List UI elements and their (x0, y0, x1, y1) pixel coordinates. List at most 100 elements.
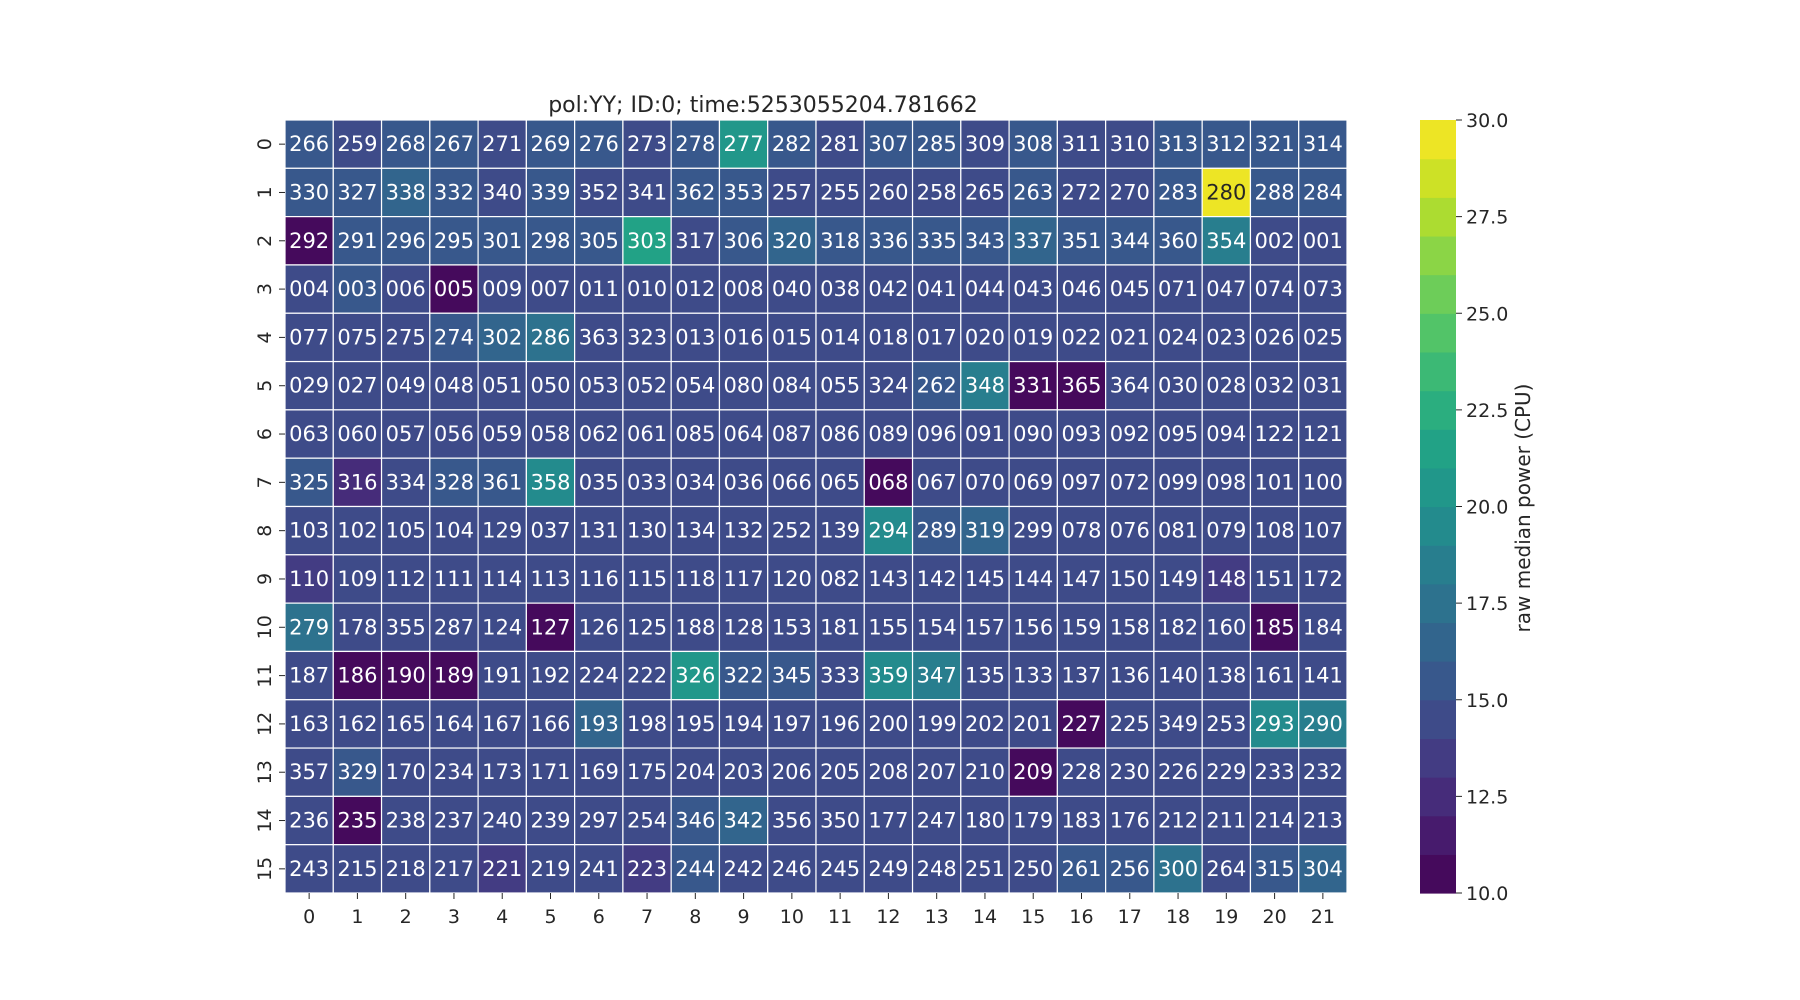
cell-label: 314 (1303, 132, 1343, 156)
cell-label: 012 (675, 277, 715, 301)
y-tick-label: 8 (254, 525, 276, 537)
heatmap-cell (1153, 844, 1203, 894)
cell-label: 288 (1255, 180, 1295, 204)
cell-label: 090 (1013, 422, 1053, 446)
cell-label: 286 (530, 325, 570, 349)
cell-label: 185 (1255, 615, 1295, 639)
cell-label: 171 (530, 760, 570, 784)
cell-label: 166 (530, 712, 570, 736)
cell-label: 065 (820, 470, 860, 494)
heatmap-cell (1298, 747, 1348, 797)
cell-label: 093 (1061, 422, 1101, 446)
cell-label: 049 (386, 374, 426, 398)
heatmap-cell (718, 795, 769, 846)
cell-label: 292 (289, 229, 329, 253)
heatmap-cell (1056, 844, 1107, 894)
heatmap-cell (1201, 505, 1252, 556)
cell-label: 102 (337, 519, 377, 543)
cell-label: 082 (820, 567, 860, 591)
cell-label: 129 (482, 519, 522, 543)
heatmap-cell (1056, 505, 1107, 556)
heatmap-cell (1201, 167, 1252, 218)
heatmap-cell (767, 360, 817, 411)
x-tick-label: 7 (641, 906, 653, 928)
cell-label: 115 (627, 567, 667, 591)
cell-label: 211 (1206, 809, 1246, 833)
cell-label: 156 (1013, 615, 1053, 639)
colorbar-segment (1420, 467, 1456, 508)
cell-label: 322 (724, 664, 764, 688)
heatmap-cell (332, 602, 383, 653)
cell-label: 044 (965, 277, 1005, 301)
cell-label: 063 (289, 422, 329, 446)
heatmap-cell (622, 312, 672, 363)
cell-label: 323 (627, 325, 667, 349)
cell-label: 158 (1110, 615, 1150, 639)
heatmap-cell (332, 216, 383, 266)
cell-label: 226 (1158, 760, 1198, 784)
cell-label: 116 (579, 567, 619, 591)
heatmap-cell (670, 602, 721, 653)
cell-label: 137 (1061, 664, 1101, 688)
cell-label: 120 (772, 567, 812, 591)
cell-label: 024 (1158, 325, 1198, 349)
cell-label: 006 (386, 277, 426, 301)
heatmap-cell (574, 167, 624, 218)
cell-label: 275 (386, 325, 426, 349)
cell-label: 340 (482, 180, 522, 204)
cell-label: 057 (386, 422, 426, 446)
heatmap-cell (525, 457, 576, 508)
cell-label: 278 (675, 132, 715, 156)
cell-label: 022 (1061, 325, 1101, 349)
heatmap-cell (332, 360, 383, 411)
cell-label: 075 (337, 325, 377, 349)
cell-label: 350 (820, 809, 860, 833)
cell-label: 154 (917, 615, 957, 639)
cell-label: 132 (724, 519, 764, 543)
heatmap-cell (863, 264, 914, 314)
heatmap-cell (718, 602, 769, 653)
heatmap-cell (911, 119, 962, 169)
chart-title: pol:YY; ID:0; time:5253055204.781662 (548, 93, 978, 118)
cell-label: 035 (579, 470, 619, 494)
cell-label: 164 (434, 712, 474, 736)
heatmap-cell (1105, 650, 1155, 701)
heatmap-cell (863, 554, 914, 604)
cell-label: 016 (724, 325, 764, 349)
heatmap-cell (1056, 747, 1107, 797)
cell-label: 240 (482, 809, 522, 833)
heatmap-cell (767, 844, 817, 894)
cell-label: 301 (482, 229, 522, 253)
cell-label: 040 (772, 277, 812, 301)
cell-label: 303 (627, 229, 667, 253)
cell-label: 048 (434, 374, 474, 398)
cell-label: 335 (917, 229, 957, 253)
cell-label: 002 (1255, 229, 1295, 253)
heatmap-cell (1249, 795, 1300, 846)
cell-label: 045 (1110, 277, 1150, 301)
cell-label: 189 (434, 664, 474, 688)
cell-label: 295 (434, 229, 474, 253)
cell-label: 128 (724, 615, 764, 639)
heatmap-cell (960, 409, 1010, 459)
cell-label: 192 (530, 664, 570, 688)
heatmap-cell (525, 264, 576, 314)
colorbar-tick-label: 25.0 (1466, 303, 1508, 325)
heatmap-cell (815, 747, 865, 797)
heatmap-cell (429, 554, 479, 604)
colorbar-segment (1420, 777, 1456, 817)
y-tick-label: 15 (254, 857, 276, 881)
cell-label: 133 (1013, 664, 1053, 688)
heatmap-cell (574, 650, 624, 701)
cell-label: 293 (1255, 712, 1295, 736)
heatmap-cell (477, 747, 527, 797)
heatmap-cell (1008, 312, 1058, 363)
cell-label: 345 (772, 664, 812, 688)
cell-label: 269 (530, 132, 570, 156)
cell-label: 328 (434, 470, 474, 494)
heatmap-cell (960, 844, 1010, 894)
heatmap-cell (380, 264, 431, 314)
cell-label: 041 (917, 277, 957, 301)
cell-label: 153 (772, 615, 812, 639)
heatmap-cell (1153, 119, 1203, 169)
